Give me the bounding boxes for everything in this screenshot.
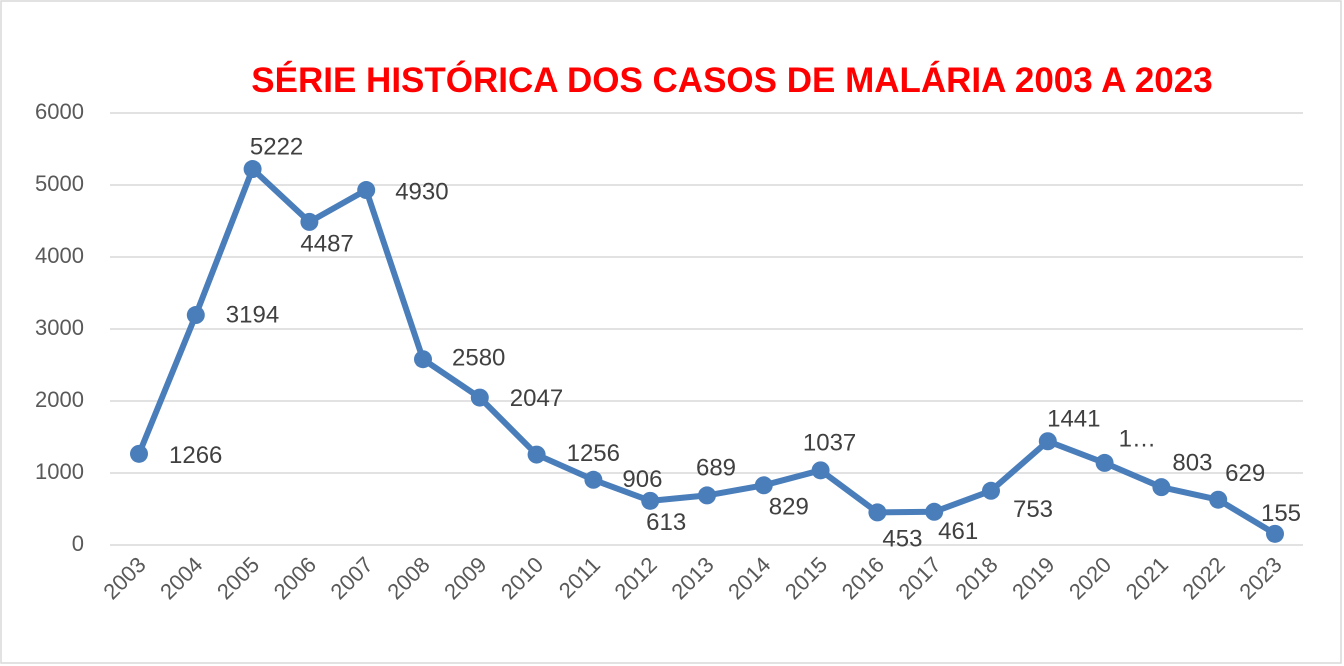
data-label: 803 xyxy=(1172,450,1212,477)
data-point xyxy=(243,160,262,179)
data-point xyxy=(698,486,716,505)
y-tick-label: 2000 xyxy=(35,387,84,412)
y-tick-label: 1000 xyxy=(35,459,84,484)
data-point xyxy=(130,444,148,463)
data-label: 3194 xyxy=(226,301,279,328)
data-label: 1256 xyxy=(567,440,620,467)
y-tick-label: 5000 xyxy=(35,171,84,196)
data-point xyxy=(1152,478,1171,497)
data-label: 4930 xyxy=(395,178,448,205)
data-label: 4487 xyxy=(300,230,353,257)
data-label: 1… xyxy=(1119,425,1156,452)
data-label: 2047 xyxy=(510,385,563,412)
data-point xyxy=(527,445,546,464)
data-point xyxy=(414,350,432,369)
y-tick-label: 0 xyxy=(72,531,84,556)
data-point xyxy=(925,502,944,521)
data-label: 155 xyxy=(1261,500,1301,527)
data-label: 453 xyxy=(882,526,922,553)
data-point xyxy=(357,181,376,200)
y-tick-label: 6000 xyxy=(35,99,84,124)
data-point xyxy=(186,306,205,325)
data-label: 2580 xyxy=(452,345,505,372)
y-tick-label: 4000 xyxy=(35,243,84,268)
data-label: 613 xyxy=(646,509,686,536)
data-point xyxy=(754,476,773,495)
data-label: 753 xyxy=(1013,496,1053,523)
y-tick-label: 3000 xyxy=(35,315,84,340)
data-label: 461 xyxy=(938,518,978,545)
data-label: 829 xyxy=(769,494,809,521)
data-point xyxy=(1038,432,1057,451)
data-label: 906 xyxy=(622,466,662,493)
data-point xyxy=(1266,524,1284,543)
data-label: 5222 xyxy=(250,133,303,160)
chart-title: SÉRIE HISTÓRICA DOS CASOS DE MALÁRIA 200… xyxy=(251,61,1213,100)
data-point xyxy=(1095,453,1114,472)
data-point xyxy=(811,461,830,480)
data-point xyxy=(868,503,887,522)
data-point xyxy=(1209,490,1228,509)
data-label: 629 xyxy=(1225,460,1265,487)
data-label: 689 xyxy=(696,455,736,482)
data-point xyxy=(641,491,660,510)
data-point xyxy=(982,481,1000,500)
data-point xyxy=(300,212,319,231)
data-point xyxy=(584,470,603,489)
data-label: 1037 xyxy=(803,430,856,457)
data-point xyxy=(470,388,489,407)
data-label: 1266 xyxy=(169,442,222,469)
data-label: 1441 xyxy=(1047,406,1100,433)
